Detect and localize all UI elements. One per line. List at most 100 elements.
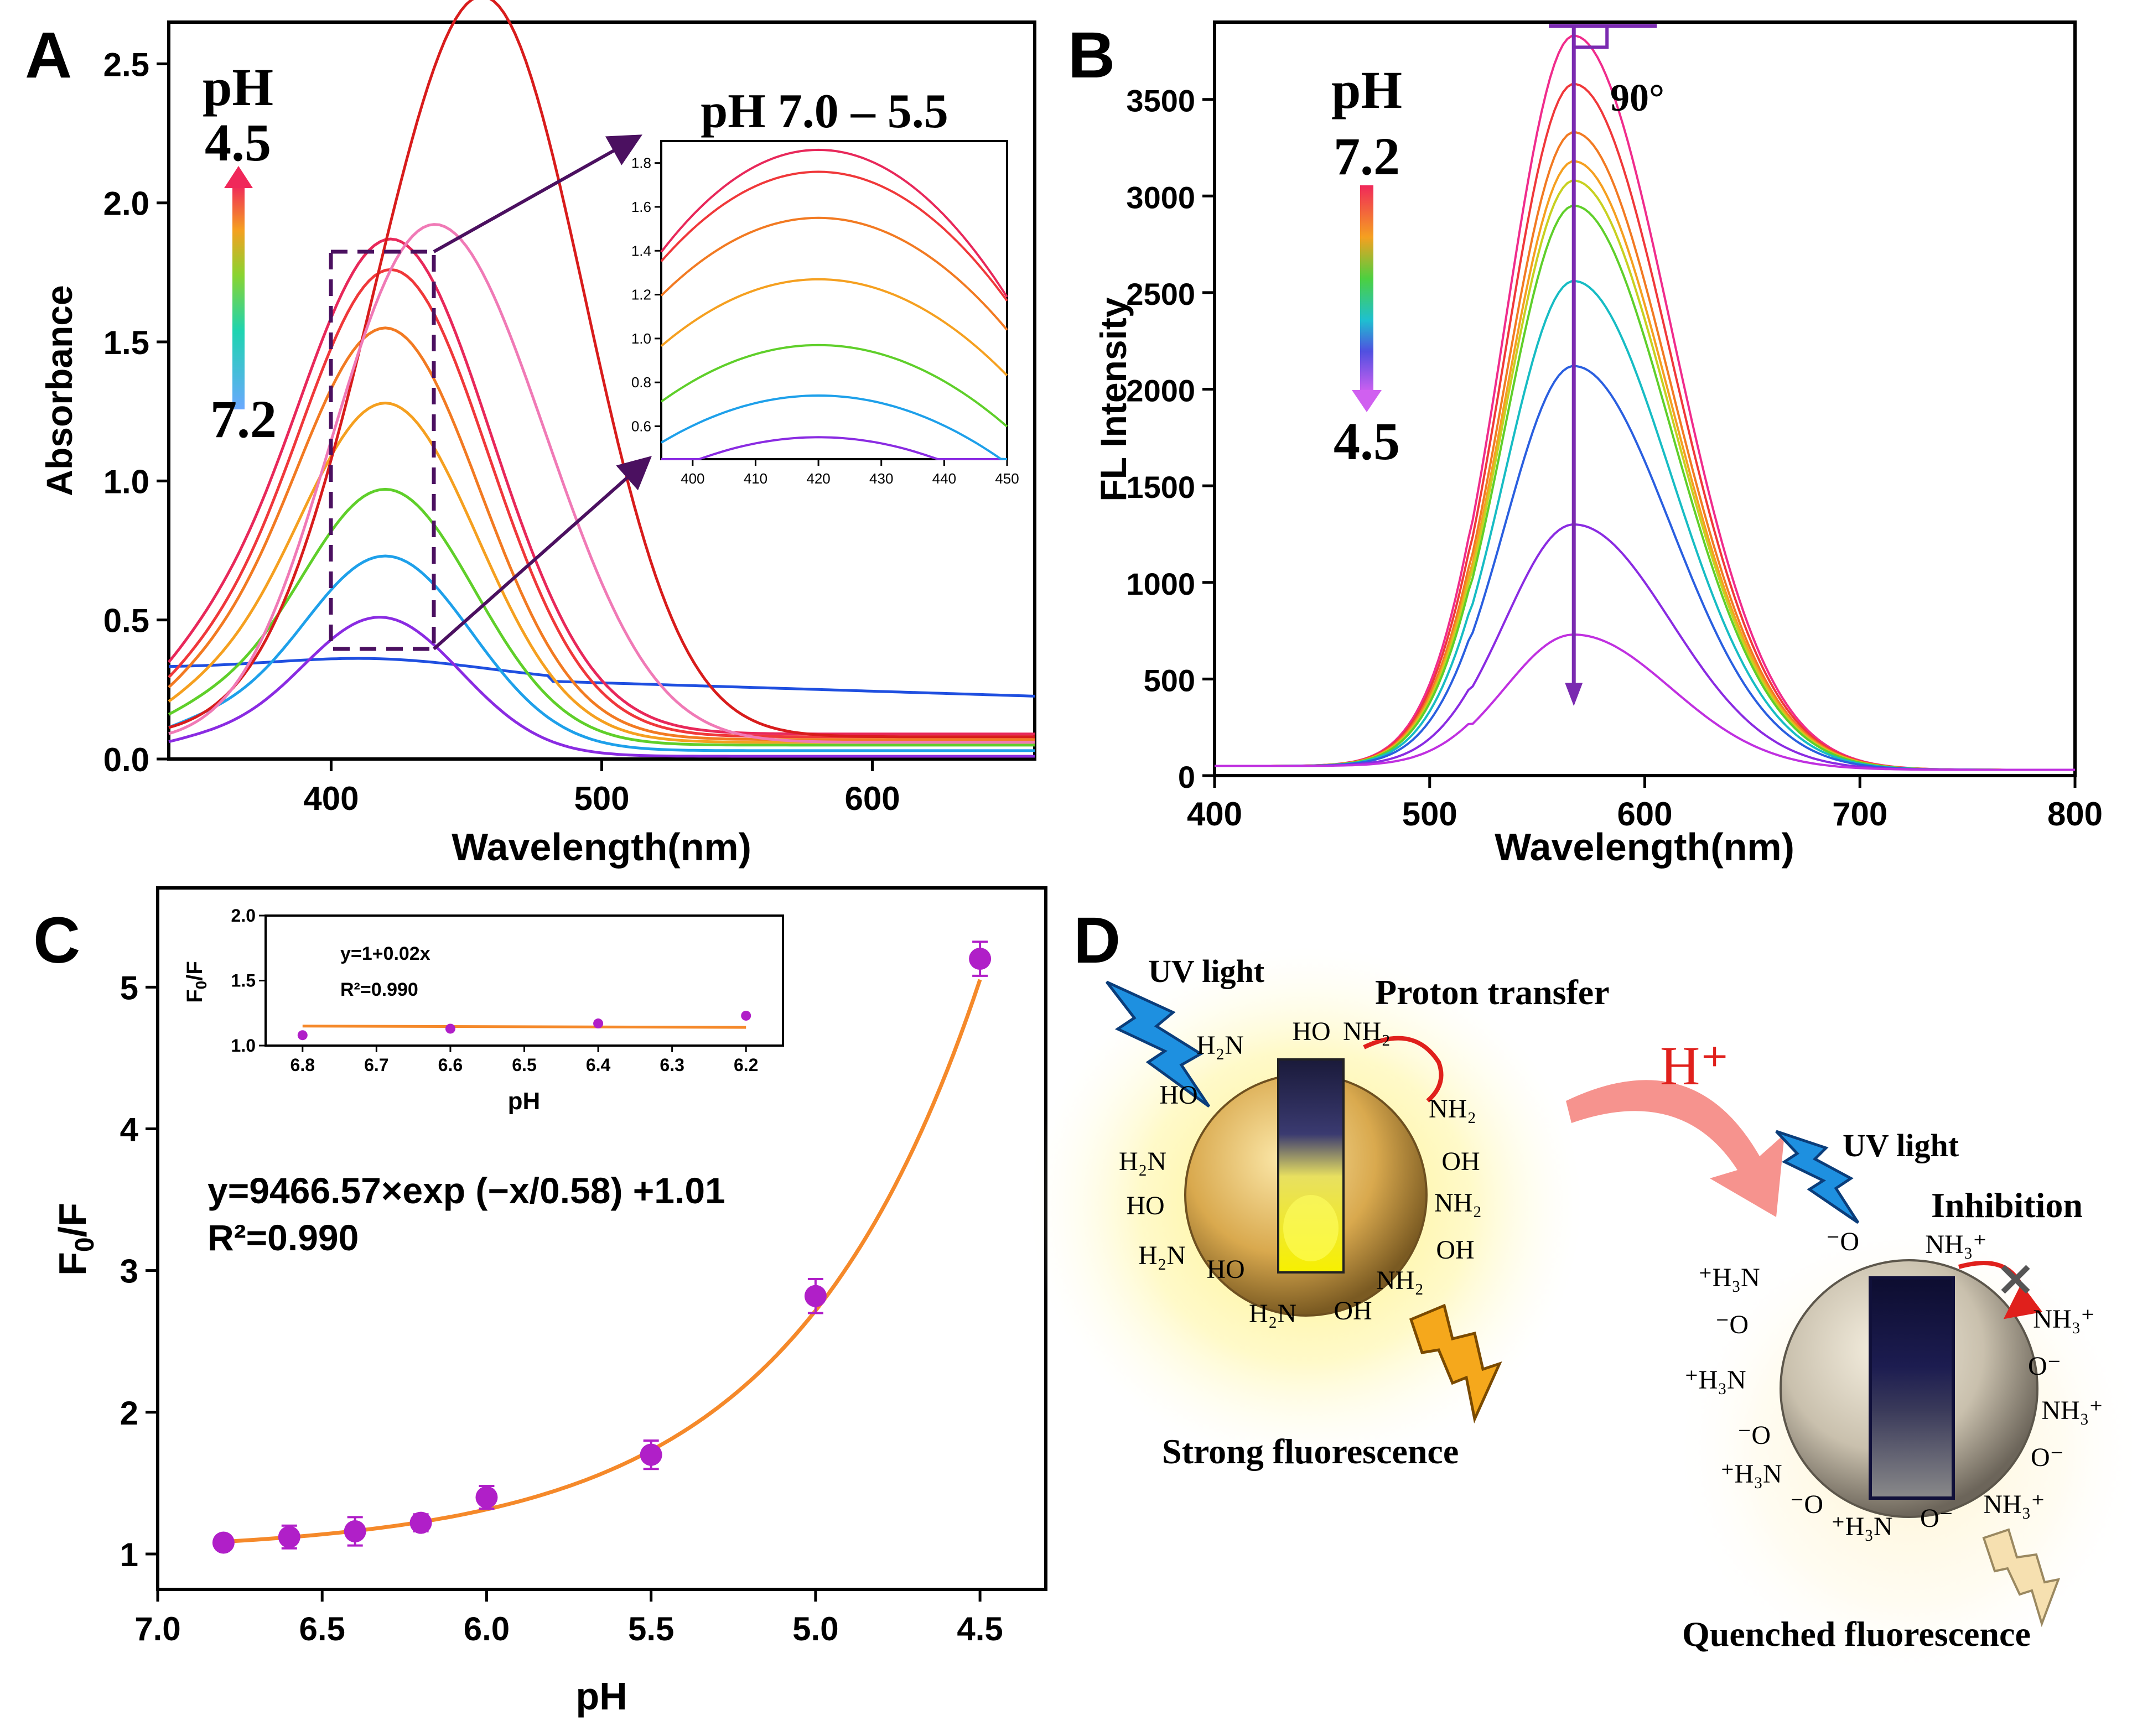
c-x-tick-label: 7.0	[134, 1610, 180, 1647]
panel-c-inset-y-label: F0/F	[183, 961, 210, 1003]
functional-group-label: O⁻	[2028, 1352, 2061, 1381]
panel-b-legend-arrowhead	[1352, 390, 1382, 412]
uv-light-label-right: UV light	[1843, 1127, 1959, 1163]
zoom-box	[329, 250, 436, 651]
panel-b-legend-top: 7.2	[1334, 127, 1400, 186]
panel-a-x-label: Wavelength(nm)	[452, 825, 751, 869]
c-x-tick-label: 6.5	[299, 1610, 345, 1647]
c-data-point	[969, 948, 992, 970]
c-x-tick-label: 4.5	[957, 1610, 1003, 1647]
panel-label-b: B	[1068, 19, 1115, 92]
a-inset-x-tick-label: 410	[744, 470, 767, 487]
panel-c-equation: y=9466.57×exp (−x/0.58) +1.01	[208, 1170, 725, 1211]
proton-transfer-label: Proton transfer	[1375, 973, 1610, 1012]
c-inset-x-tick-label: 6.7	[364, 1055, 388, 1075]
b-x-tick-label: 800	[2047, 796, 2103, 833]
functional-group-label: NH₃⁺	[1983, 1490, 2045, 1519]
c-inset-data-point	[297, 1030, 308, 1041]
c-inset-x-tick-label: 6.6	[438, 1055, 463, 1075]
emission-bolt-right-icon	[1982, 1528, 2061, 1628]
c-y-tick-label: 3	[120, 1253, 138, 1290]
emission-bolt-left-icon	[1409, 1303, 1502, 1424]
a-inset-series-line	[660, 216, 1008, 331]
strong-fluorescence-label: Strong fluorescence	[1162, 1432, 1459, 1471]
a-x-tick-label: 400	[303, 780, 359, 817]
panel-b-y-ticks: 0 500 1000 1500 2000 2500 3000 3500	[1126, 84, 1215, 794]
a-inset-y-tick-label: 1.4	[631, 242, 651, 259]
functional-group-label: HO	[1159, 1080, 1197, 1110]
a-y-tick-label: 1.0	[103, 463, 149, 500]
functional-group-label: NH₂	[1434, 1188, 1482, 1218]
panel-b-y-label: FL Intensity	[1093, 297, 1134, 501]
functional-group-label: ⁻O	[1826, 1227, 1859, 1256]
panel-c-inset-frame	[264, 914, 784, 1047]
c-inset-y-tick-label: 2.0	[231, 906, 256, 926]
a-inset-y-tick-label: 1.8	[631, 155, 651, 171]
b-series-line	[1215, 280, 2075, 771]
c-y-tick-label: 5	[120, 969, 138, 1006]
b-series-line	[1215, 204, 2075, 771]
functional-group-label: H₂N	[1249, 1299, 1296, 1328]
functional-group-label: ⁻O	[1737, 1421, 1771, 1450]
panel-a-legend-gradient	[232, 185, 245, 409]
panel-b-x-ticks: 400 500 600 700 800	[1187, 776, 2103, 833]
functional-group-label: HO	[1206, 1255, 1244, 1284]
functional-group-label: H₂N	[1196, 1031, 1244, 1060]
b-y-tick-label: 1500	[1126, 470, 1195, 505]
inhibition-cross-icon	[2001, 1265, 2030, 1294]
c-data-point	[278, 1526, 300, 1548]
a-y-tick-label: 2.5	[103, 46, 149, 83]
quenched-fluorescence-label: Quenched fluorescence	[1682, 1614, 2031, 1654]
panel-b-legend-label: pH	[1331, 60, 1402, 119]
a-series-line	[168, 223, 1035, 744]
panel-a-inset-x-ticks: 400 410 420 430 440 450	[681, 459, 1019, 487]
b-series-line	[1215, 633, 2075, 771]
panel-c-inset-x-label: pH	[508, 1088, 541, 1115]
a-inset-x-tick-label: 440	[932, 470, 956, 487]
b-series-line	[1215, 523, 2075, 771]
panel-a-y-ticks: 0.0 0.5 1.0 1.5 2.0 2.5	[103, 46, 169, 778]
panel-b-x-label: Wavelength(nm)	[1495, 825, 1794, 869]
a-inset-x-tick-label: 420	[806, 470, 830, 487]
panel-a-inset-frame	[660, 140, 1008, 460]
a-inset-series-line	[660, 148, 1008, 298]
uv-bolt-left-icon	[1106, 980, 1211, 1108]
a-x-tick-label: 600	[845, 780, 900, 817]
a-series-line	[168, 616, 1035, 758]
c-data-point	[409, 1511, 432, 1534]
right-functional-groups: ⁻O NH₃⁺ ⁺H₃N NH₃⁺ ⁻O O⁻ ⁺H₃N NH₃⁺ ⁻O O⁻ ⁺H₃N ⁻O NH₃⁺…	[1684, 1227, 2103, 1541]
a-inset-x-tick-label: 450	[995, 470, 1019, 487]
panel-label-c: C	[33, 904, 80, 977]
panel-label-d: D	[1073, 904, 1121, 977]
b-y-tick-label: 3500	[1126, 84, 1195, 118]
c-data-point	[640, 1443, 662, 1466]
panel-a-legend-top: 4.5	[205, 113, 271, 172]
functional-group-label: NH₂	[1343, 1017, 1391, 1046]
a-series-line	[168, 554, 1035, 752]
b-y-tick-label: 2500	[1126, 277, 1195, 311]
panel-b-chart: 0 500 1000 1500 2000 2500 3000 3500 400 500 600 70…	[1093, 20, 2103, 869]
c-inset-data-point	[593, 1018, 604, 1029]
a-series-line	[168, 487, 1035, 747]
panel-d-schematic: H⁺ UV light Proton transfer Strong fluor…	[1029, 946, 2132, 1687]
a-inset-series-line	[660, 170, 1008, 302]
zoom-arrow-top	[433, 134, 642, 253]
b-y-tick-label: 2000	[1126, 373, 1195, 408]
zoom-arrow-bottom	[433, 456, 652, 651]
functional-group-label: OH	[1441, 1147, 1480, 1176]
panel-a-legend-arrowhead	[224, 166, 253, 188]
panel-c-points	[212, 940, 992, 1554]
c-inset-x-tick-label: 6.8	[291, 1055, 315, 1075]
c-x-tick-label: 5.0	[792, 1610, 838, 1647]
a-inset-series-line	[660, 344, 1008, 428]
panel-b-legend-bottom: 4.5	[1334, 412, 1400, 471]
a-inset-y-tick-label: 1.0	[631, 330, 651, 347]
c-inset-x-tick-label: 6.5	[512, 1055, 536, 1075]
cuvette-yellow-glow	[1283, 1195, 1339, 1261]
panel-a-inset-title: pH 7.0 – 5.5	[701, 85, 948, 138]
panel-b-curves	[1215, 34, 2075, 771]
b-y-tick-label: 1000	[1126, 566, 1195, 601]
panel-a-inset-curves	[660, 148, 1008, 460]
